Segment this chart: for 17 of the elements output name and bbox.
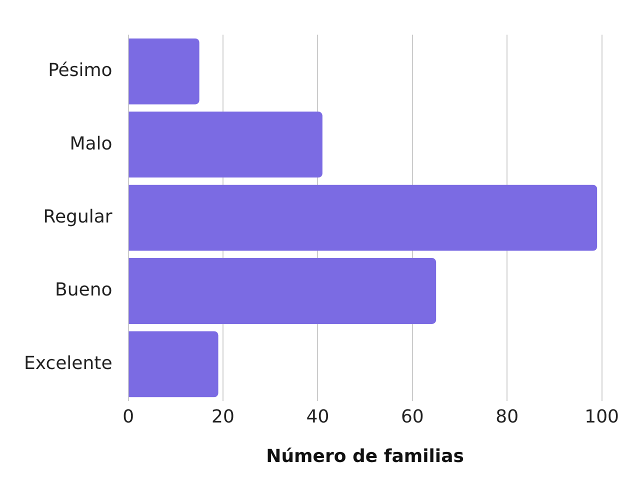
x-tick-label: 40: [306, 406, 330, 428]
bar: [128, 112, 322, 178]
y-tick-label: Malo: [70, 133, 112, 154]
bar: [128, 331, 218, 398]
bar: [128, 38, 200, 104]
x-tick-label: 100: [584, 406, 619, 428]
x-axis-title: Número de familias: [266, 446, 464, 467]
x-tick-label: 60: [400, 406, 424, 428]
x-tick-label: 80: [496, 406, 519, 428]
y-tick-label: Pésimo: [48, 60, 112, 82]
y-tick-label: Excelente: [24, 352, 112, 374]
x-tick-label: 20: [212, 406, 234, 428]
bar: [128, 258, 436, 324]
bar: [128, 184, 598, 251]
x-tick-label: 0: [122, 406, 134, 428]
y-tick-label: Regular: [43, 206, 113, 228]
y-tick-label: Bueno: [55, 280, 112, 301]
